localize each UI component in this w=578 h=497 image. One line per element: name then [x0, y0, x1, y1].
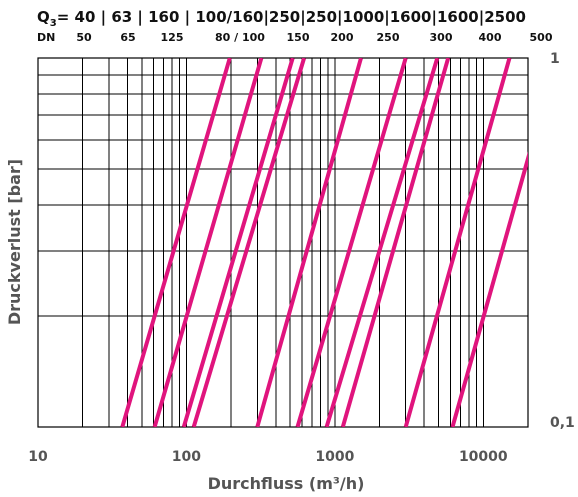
dn-label: 400 [479, 31, 502, 44]
dn-label: 150 [287, 31, 310, 44]
dn-label: 250 [377, 31, 400, 44]
series-line-8 [340, 58, 451, 427]
series-line-5 [255, 58, 363, 427]
q3-header: Q3= 40 | 63 | 160 | 100/160|250|250|1000… [37, 8, 526, 29]
series-line-10 [450, 151, 528, 427]
dn-label: 65 [120, 31, 135, 44]
series-group [120, 58, 528, 427]
dn-prefix: DN [37, 31, 55, 44]
series-line-6 [295, 58, 408, 427]
dn-label: 300 [430, 31, 453, 44]
dn-label: 500 [530, 31, 553, 44]
plot-frame [37, 57, 529, 428]
q3-subscript: 3 [50, 18, 57, 29]
series-line-4 [191, 58, 307, 427]
dn-label: 125 [161, 31, 184, 44]
x-tick-labels: 10 100 1000 10000 [28, 449, 508, 465]
x-tick-label: 10 [28, 449, 48, 465]
dn-label: 200 [331, 31, 354, 44]
series-line-9 [403, 58, 512, 427]
y-axis-title: Druckverlust [bar] [5, 159, 24, 325]
q3-prefix: Q [37, 8, 50, 26]
x-tick-label: 1000 [315, 449, 354, 465]
series-line-1 [120, 58, 232, 427]
series-line-2 [152, 58, 264, 427]
x-tick-label: 100 [172, 449, 201, 465]
dn-label: 50 [76, 31, 92, 44]
y-tick-label: 1 [550, 51, 560, 67]
grid-horizontal [38, 74, 528, 317]
y-tick-labels: 0,11 [550, 51, 575, 431]
y-tick-label: 0,1 [550, 415, 575, 431]
series-line-7 [324, 58, 440, 427]
x-tick-label: 10000 [459, 449, 508, 465]
q3-values: = 40 | 63 | 160 | 100/160|250|250|1000|1… [57, 8, 526, 27]
dn-labels: 50 65 125 80 / 100 150 200 250 300 400 500 [76, 31, 552, 44]
series-line-3 [181, 58, 295, 427]
x-axis-title: Durchfluss (m³/h) [208, 474, 365, 493]
dn-label: 80 / 100 [215, 31, 265, 44]
